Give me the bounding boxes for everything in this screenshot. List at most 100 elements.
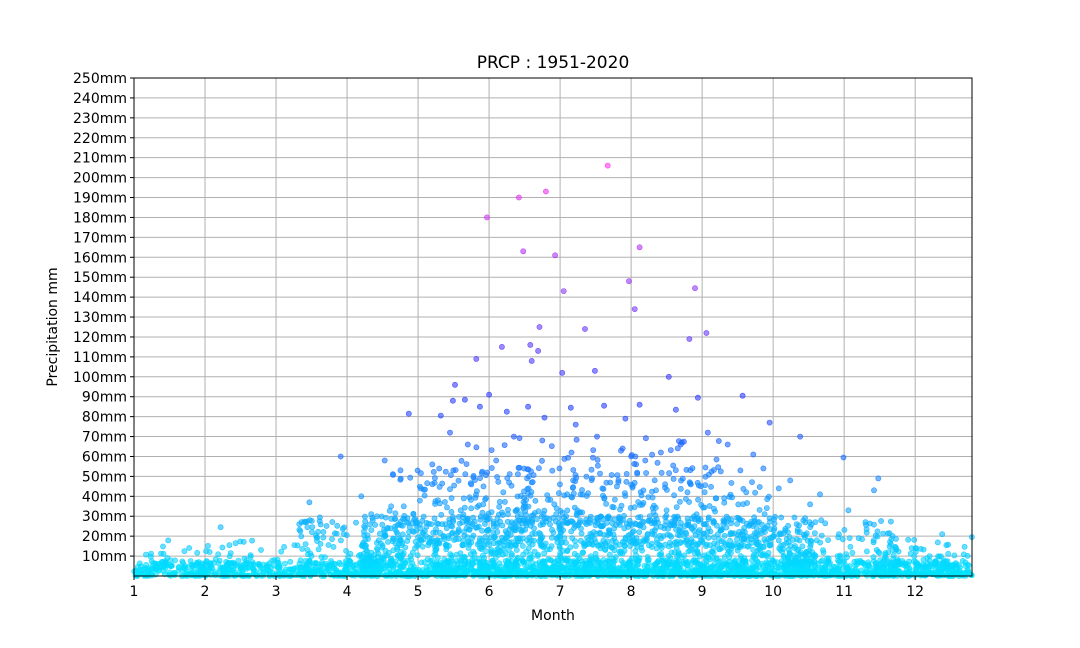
data-point — [663, 512, 670, 519]
data-point — [525, 545, 532, 552]
data-point — [799, 572, 806, 578]
data-point — [544, 564, 551, 571]
data-point — [570, 490, 577, 497]
data-point — [447, 472, 454, 478]
data-point — [498, 343, 505, 350]
data-point — [940, 559, 947, 566]
data-point — [873, 560, 880, 566]
data-point — [751, 514, 758, 521]
data-point — [364, 532, 371, 539]
data-point — [876, 550, 883, 556]
data-point — [304, 524, 311, 531]
data-point — [701, 489, 708, 496]
data-point — [227, 550, 234, 556]
data-point — [640, 499, 647, 506]
data-point — [504, 572, 511, 578]
data-point — [710, 550, 717, 556]
data-point — [641, 563, 648, 569]
data-point — [735, 501, 742, 508]
data-point — [677, 520, 684, 526]
data-point — [600, 522, 607, 529]
data-point — [479, 509, 486, 516]
data-point — [954, 571, 960, 578]
data-point — [143, 551, 149, 558]
data-point — [807, 537, 814, 544]
data-point — [532, 497, 539, 504]
x-tick-label: 9 — [698, 584, 707, 600]
data-point — [470, 568, 477, 575]
data-point — [514, 493, 521, 500]
data-point — [734, 547, 741, 554]
data-point — [678, 477, 684, 484]
data-point — [750, 546, 756, 553]
data-point — [239, 564, 245, 570]
data-point — [329, 536, 335, 542]
data-point — [549, 526, 555, 533]
data-point — [416, 497, 423, 504]
data-point — [334, 522, 341, 529]
data-point — [165, 537, 172, 544]
data-point — [429, 461, 436, 468]
data-point — [548, 543, 555, 549]
data-point — [558, 555, 564, 562]
data-point — [656, 542, 663, 548]
data-point — [538, 542, 544, 549]
data-point — [803, 549, 810, 556]
x-axis: 1 2 3 4 5 6 7 8 9 10 11 12 — [130, 576, 924, 600]
data-point — [807, 558, 813, 565]
data-point — [708, 483, 714, 490]
data-point — [684, 542, 691, 548]
data-point — [518, 528, 525, 535]
data-point — [483, 548, 489, 555]
data-point — [308, 553, 315, 559]
data-point — [640, 568, 647, 575]
data-point — [448, 495, 455, 501]
data-point — [738, 553, 744, 559]
data-point — [718, 526, 725, 533]
data-point — [496, 503, 503, 510]
data-point — [756, 564, 763, 571]
data-point — [468, 559, 475, 566]
data-point — [893, 536, 899, 542]
data-point — [338, 569, 344, 576]
data-point — [913, 545, 920, 552]
data-point — [673, 563, 679, 570]
data-point — [465, 526, 472, 533]
data-point — [658, 449, 664, 456]
data-point — [193, 572, 200, 579]
data-point — [520, 551, 527, 558]
data-point — [315, 546, 322, 553]
data-point — [870, 537, 877, 544]
data-point — [349, 567, 356, 574]
data-point — [456, 520, 463, 527]
data-point — [147, 553, 154, 560]
data-point — [673, 504, 680, 510]
data-point — [388, 556, 395, 562]
data-point — [442, 468, 449, 475]
data-point — [219, 544, 226, 551]
data-point — [846, 563, 853, 569]
data-point — [537, 562, 543, 569]
data-point — [594, 567, 601, 573]
data-point — [470, 474, 477, 481]
data-point — [343, 560, 349, 566]
data-point — [304, 547, 311, 553]
data-point — [367, 562, 374, 568]
data-point — [771, 525, 778, 532]
data-point — [483, 527, 490, 534]
data-point — [387, 561, 394, 568]
data-point — [612, 496, 618, 503]
y-tick-label: 40mm — [82, 489, 127, 505]
data-point — [362, 544, 369, 551]
data-point — [397, 467, 404, 474]
data-point — [556, 522, 563, 529]
data-point — [520, 505, 527, 512]
data-point — [628, 555, 635, 562]
data-point — [390, 471, 396, 478]
data-point — [724, 441, 731, 448]
data-point — [618, 548, 624, 555]
data-point — [320, 534, 327, 541]
data-point — [592, 550, 599, 557]
data-point — [595, 462, 601, 469]
data-point — [844, 554, 850, 560]
